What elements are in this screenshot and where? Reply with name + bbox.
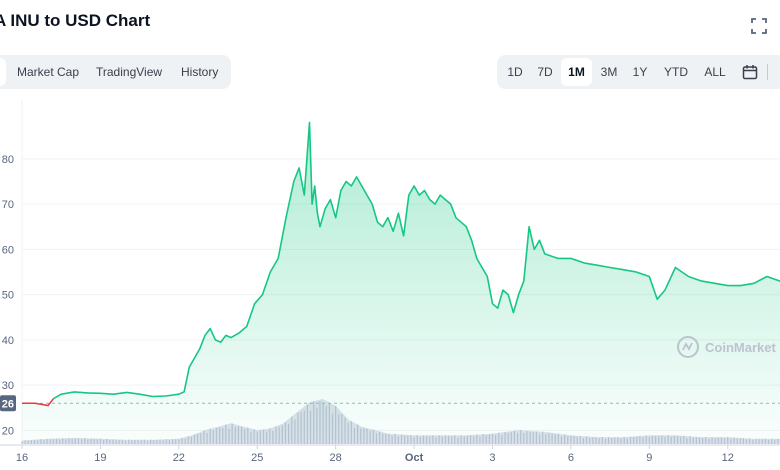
x-tick-label: 19	[94, 452, 106, 464]
price-line	[52, 121, 780, 400]
calendar-icon[interactable]	[742, 64, 758, 80]
page-title: A INU to USD Chart	[0, 11, 151, 30]
y-tick-label: 80	[2, 154, 14, 166]
current-price-label: 26	[2, 398, 14, 410]
range-ytd[interactable]: YTD	[664, 65, 688, 79]
range-1m[interactable]: 1M	[561, 58, 592, 86]
chart-type-tabs: Market Cap TradingView History	[0, 55, 231, 89]
x-tick-label: 16	[16, 452, 28, 464]
range-1y[interactable]: 1Y	[632, 65, 648, 79]
range-3m[interactable]: 3M	[600, 65, 618, 79]
expand-icon[interactable]	[750, 17, 768, 35]
range-7d[interactable]: 7D	[537, 65, 553, 79]
tab-price[interactable]	[0, 58, 6, 86]
current-price-badge	[0, 395, 16, 412]
x-tick-label: 3	[489, 452, 495, 464]
range-divider	[767, 64, 768, 80]
y-tick-label: 60	[2, 244, 14, 256]
x-tick-label: 22	[173, 452, 185, 464]
x-tick-label: 9	[646, 452, 652, 464]
tab-history[interactable]: History	[181, 65, 219, 79]
x-tick-label: 12	[722, 452, 734, 464]
y-tick-label: 50	[2, 290, 14, 302]
x-tick-label: 6	[568, 452, 574, 464]
y-tick-label: 20	[2, 425, 14, 437]
tab-market-cap[interactable]: Market Cap	[17, 65, 80, 79]
y-tick-label: 70	[2, 199, 14, 211]
x-tick-label: Oct	[405, 452, 424, 464]
y-tick-label: 40	[2, 335, 14, 347]
y-tick-label: 30	[2, 380, 14, 392]
x-tick-label: 25	[251, 452, 263, 464]
price-area	[22, 122, 780, 444]
watermark-text: CoinMarket	[705, 340, 776, 355]
coinmarketcap-logo-icon	[677, 336, 699, 358]
range-all[interactable]: ALL	[704, 65, 726, 79]
time-range-tabs: 1D 7D 1M 3M 1Y YTD ALL	[497, 55, 780, 89]
tab-tradingview[interactable]: TradingView	[96, 65, 163, 79]
price-line-down	[21, 398, 54, 407]
logo-stroke	[682, 342, 693, 351]
range-1d[interactable]: 1D	[507, 65, 523, 79]
x-tick-label: 28	[330, 452, 342, 464]
